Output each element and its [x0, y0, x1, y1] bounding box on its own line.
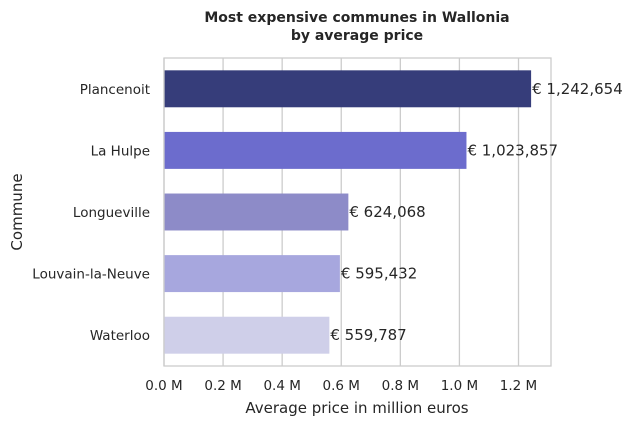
x-tick-label: 1.0 M [441, 378, 478, 394]
bar-value-label: € 1,023,857 [467, 141, 558, 159]
chart-title-line-1: Most expensive communes in Wallonia [204, 10, 509, 26]
x-tick-label: 0.6 M [323, 378, 360, 394]
bar [164, 70, 532, 108]
label-layer: 0.0 M 0.2 M 0.4 M 0.6 M 0.8 M 1.0 M 1.2 M Planc… [32, 80, 622, 394]
y-tick-label: Louvain-la-Neuve [32, 267, 150, 283]
bar [164, 255, 340, 293]
x-tick-label: 0.8 M [382, 378, 419, 394]
x-tick-label: 1.2 M [500, 378, 537, 394]
y-tick-label: Longueville [73, 205, 150, 221]
y-tick-label: Plancenoit [80, 82, 150, 98]
x-axis-label: Average price in million euros [245, 399, 468, 417]
x-tick-label: 0.0 M [145, 378, 182, 394]
bar-value-label: € 595,432 [341, 265, 417, 283]
plot-frame [163, 57, 552, 367]
y-axis-label: Commune [8, 173, 26, 250]
y-tick-label: La Hulpe [91, 143, 150, 159]
bar-value-label: € 559,787 [330, 326, 406, 344]
bar [164, 131, 467, 169]
x-tick-label: 0.2 M [204, 378, 241, 394]
bar [164, 193, 349, 231]
x-tick-label: 0.4 M [263, 378, 300, 394]
bar-value-label: € 1,242,654 [532, 80, 623, 98]
chart-title-line-2: by average price [291, 28, 423, 44]
y-tick-label: Waterloo [90, 328, 150, 344]
bar-layer [164, 70, 532, 354]
bar [164, 316, 330, 354]
bar-value-label: € 624,068 [349, 203, 425, 221]
